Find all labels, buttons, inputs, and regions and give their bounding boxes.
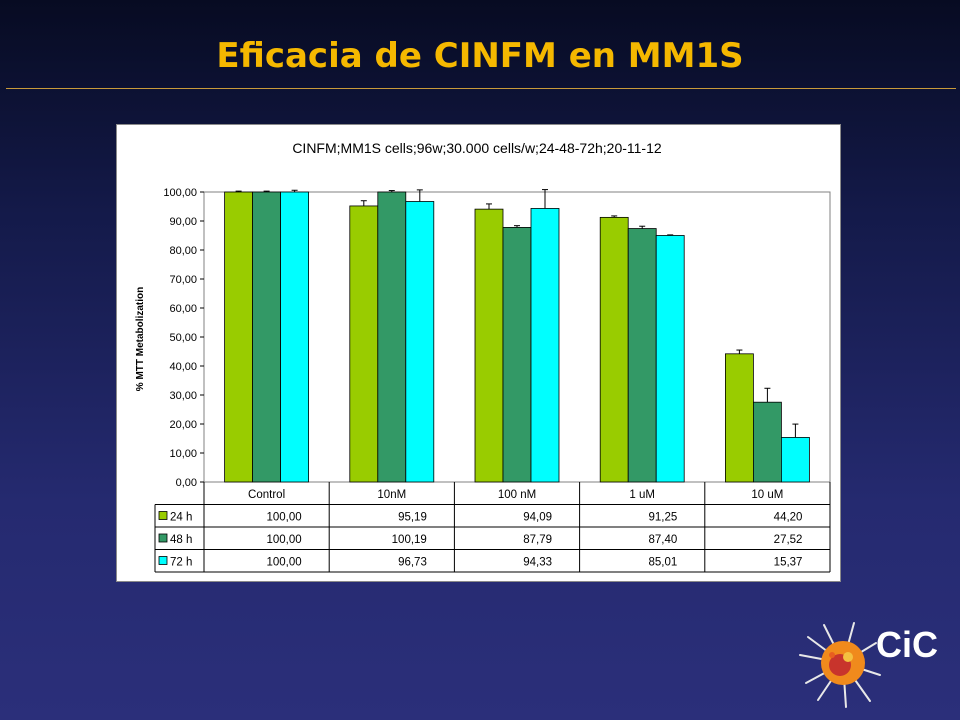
bar [753, 401, 782, 483]
x-category-label: 10nM [377, 489, 406, 501]
y-tick-label: 10,00 [169, 448, 197, 460]
table-value: 94,33 [523, 557, 552, 569]
legend-swatch [158, 556, 168, 565]
table-value: 91,25 [648, 512, 677, 524]
cic-logo: CiC [799, 622, 938, 708]
slide-title: Eficacia de CINFM en MM1S [216, 36, 744, 76]
y-tick-label: 80,00 [169, 245, 197, 257]
bar [252, 191, 282, 483]
y-tick-label: 60,00 [169, 303, 197, 315]
legend-label: 48 h [170, 534, 192, 546]
table-value: 100,00 [266, 512, 301, 524]
bar [474, 208, 504, 483]
bar [530, 208, 560, 483]
table-value: 96,73 [398, 557, 427, 569]
legend-swatch [158, 533, 168, 543]
table-value: 15,37 [774, 557, 803, 569]
legend-label: 24 h [170, 512, 192, 524]
bar [502, 227, 532, 483]
table-value: 95,19 [398, 512, 427, 524]
table-value: 85,01 [648, 557, 677, 569]
table-value: 100,19 [392, 534, 427, 546]
y-axis-label: % MTT Metabolization [135, 287, 146, 391]
starburst-icon [799, 622, 881, 708]
bar [224, 191, 253, 483]
table-value: 87,40 [648, 534, 677, 546]
bar [725, 353, 754, 483]
y-tick-label: 30,00 [169, 390, 197, 402]
x-category-label: 1 uM [629, 489, 655, 501]
table-value: 100,00 [266, 534, 301, 546]
y-tick-label: 100,00 [163, 187, 197, 199]
bar [781, 437, 810, 483]
x-category-label: 100 nM [498, 489, 536, 501]
table-value: 100,00 [266, 557, 301, 569]
y-tick-label: 50,00 [169, 332, 197, 344]
bar [655, 235, 685, 483]
y-tick-label: 90,00 [169, 216, 197, 228]
bar [599, 216, 629, 483]
bar [349, 205, 379, 483]
chart-panel: CINFM;MM1S cells;96w;30.000 cells/w;24-4… [116, 124, 841, 582]
table-value: 44,20 [774, 512, 803, 524]
x-category-label: Control [248, 489, 285, 501]
table-value: 27,52 [774, 534, 803, 546]
legend-swatch [158, 511, 168, 520]
y-tick-label: 70,00 [169, 274, 197, 286]
chart-title: CINFM;MM1S cells;96w;30.000 cells/w;24-4… [292, 140, 662, 156]
x-category-label: 10 uM [751, 489, 783, 501]
y-tick-label: 0,00 [176, 477, 197, 489]
chart-plot: 0,00 10,00 20,00 30,00 40,00 50,00 60,00 70,00 8… [154, 187, 831, 573]
bar [405, 201, 435, 483]
y-tick-label: 20,00 [169, 419, 197, 431]
table-value: 87,79 [523, 534, 552, 546]
bar [377, 191, 407, 483]
bar [627, 228, 657, 483]
title-divider [6, 88, 956, 89]
legend-label: 72 h [170, 557, 192, 569]
y-tick-label: 40,00 [169, 361, 197, 373]
logo-text: CiC [876, 624, 938, 665]
table-value: 94,09 [523, 512, 552, 524]
bar [280, 191, 310, 483]
bar-chart: CINFM;MM1S cells;96w;30.000 cells/w;24-4… [135, 140, 831, 573]
